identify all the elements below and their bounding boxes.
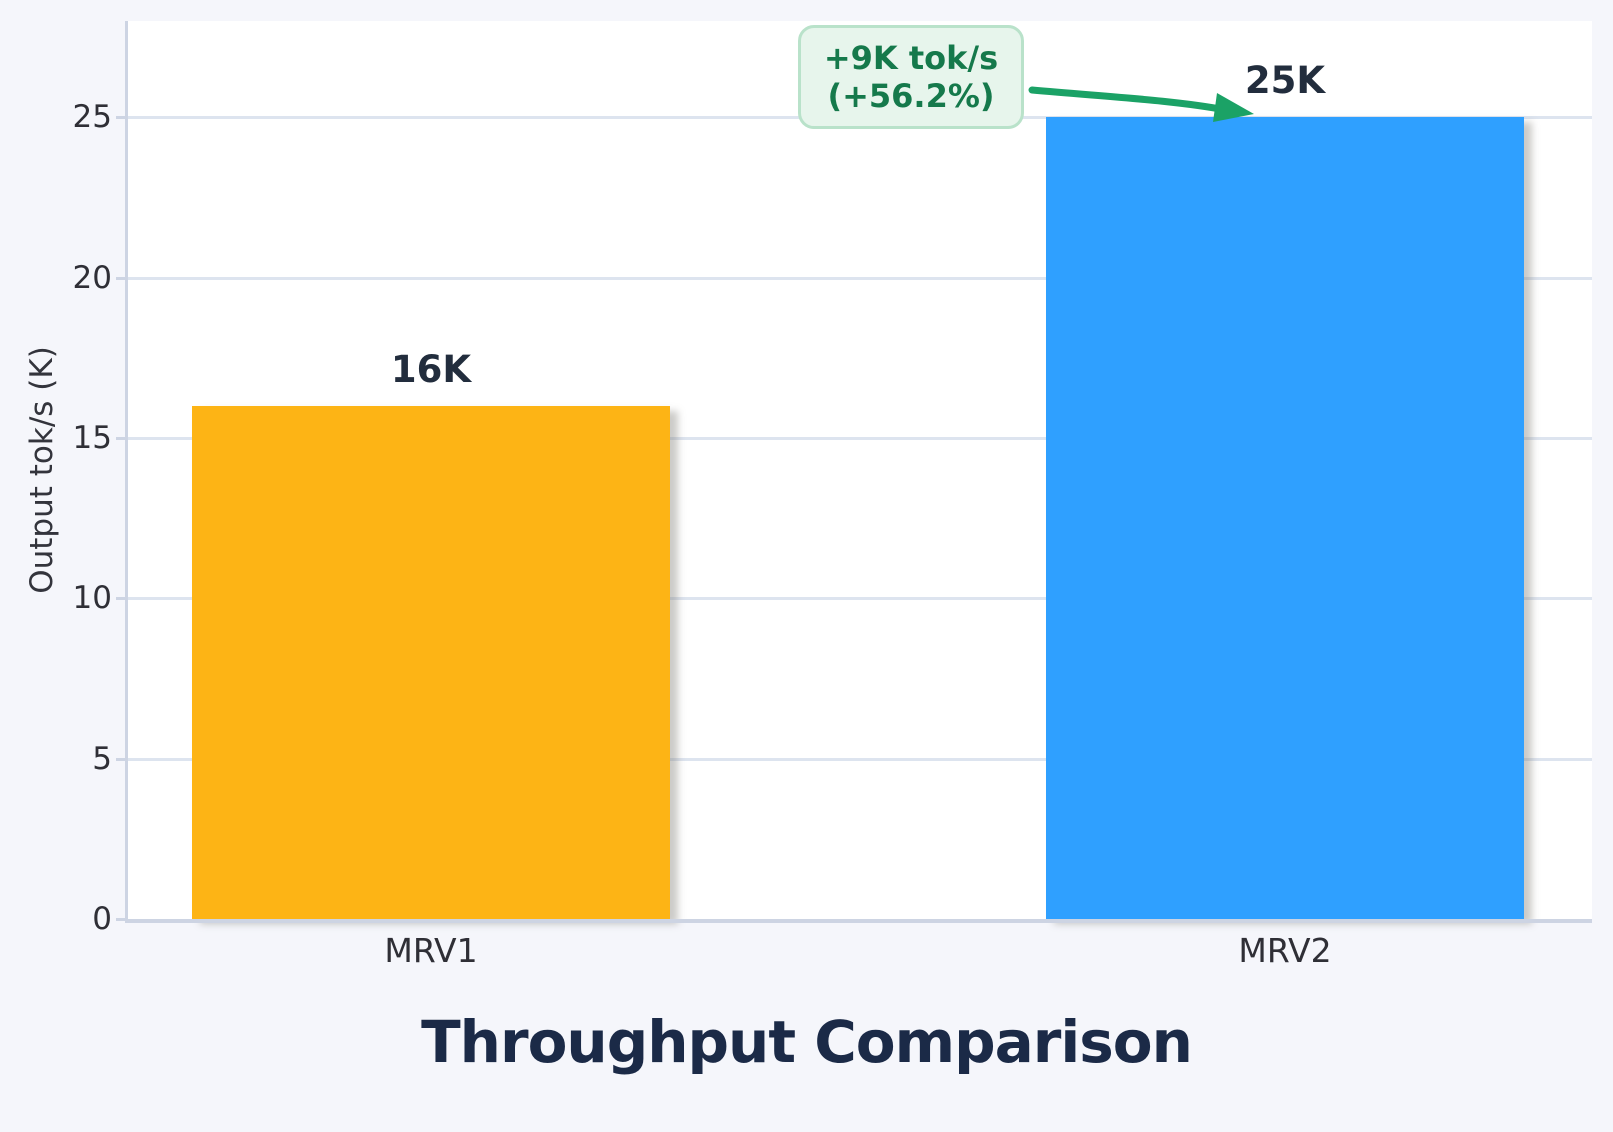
bar-mrv2 xyxy=(1046,117,1524,919)
x-tick-label-mrv2: MRV2 xyxy=(1238,931,1332,970)
gridline-y-20 xyxy=(128,276,1592,280)
chart-title: Throughput Comparison xyxy=(421,1008,1193,1076)
y-tick-mark-15 xyxy=(116,436,125,440)
gridline-y-10 xyxy=(128,597,1592,601)
y-tick-label-0: 0 xyxy=(92,901,112,937)
bar-mrv1 xyxy=(192,405,670,919)
plot-area xyxy=(128,21,1592,919)
bar-value-label-mrv1: 16K xyxy=(390,347,472,391)
gridline-y-15 xyxy=(128,436,1592,440)
delta-annotation: +9K tok/s (+56.2%) xyxy=(798,25,1024,129)
x-tick-label-mrv1: MRV1 xyxy=(384,931,478,970)
y-tick-label-5: 5 xyxy=(92,740,112,777)
y-axis-spine xyxy=(125,21,128,923)
y-axis-title: Output tok/s (K) xyxy=(24,346,60,594)
y-tick-mark-0 xyxy=(116,918,125,921)
bar-value-label-mrv2: 25K xyxy=(1244,59,1326,103)
y-tick-label-15: 15 xyxy=(72,419,112,456)
y-tick-label-20: 20 xyxy=(72,259,112,296)
y-tick-label-10: 10 xyxy=(72,580,112,617)
y-tick-label-25: 25 xyxy=(72,99,112,136)
y-tick-mark-25 xyxy=(116,116,125,120)
gridline-y-5 xyxy=(128,757,1592,761)
y-tick-mark-20 xyxy=(116,276,125,280)
x-axis-spine xyxy=(125,919,1592,923)
delta-annotation-line-2: (+56.2%) xyxy=(827,77,995,115)
y-tick-mark-5 xyxy=(116,757,125,761)
y-tick-mark-10 xyxy=(116,597,125,601)
delta-annotation-line-1: +9K tok/s xyxy=(823,39,999,77)
